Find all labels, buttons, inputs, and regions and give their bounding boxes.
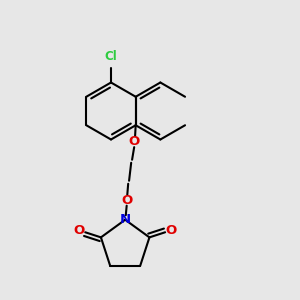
Text: O: O [121, 194, 132, 207]
Text: O: O [129, 135, 140, 148]
Text: O: O [73, 224, 85, 237]
Text: N: N [120, 213, 131, 226]
Text: O: O [166, 224, 177, 237]
Text: Cl: Cl [105, 50, 117, 63]
